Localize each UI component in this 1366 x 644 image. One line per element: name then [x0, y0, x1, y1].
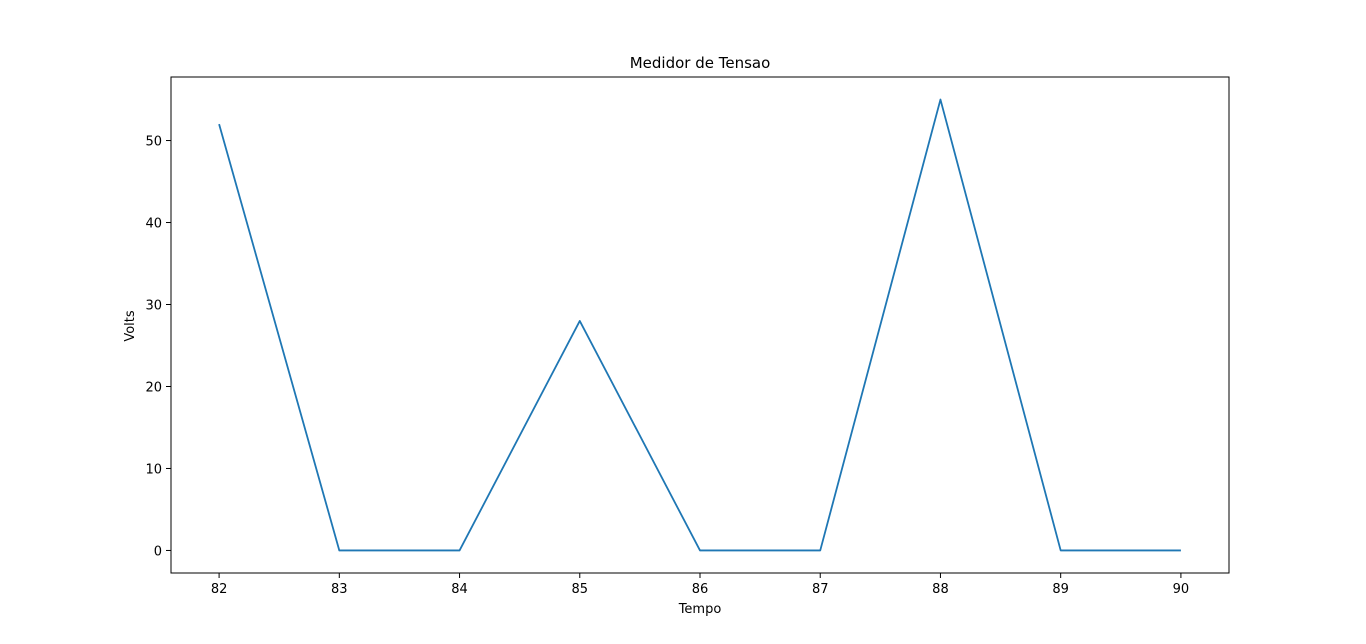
chart-title: Medidor de Tensao: [630, 54, 771, 72]
x-tick-label: 89: [1052, 582, 1069, 597]
x-tick-label: 86: [692, 582, 709, 597]
x-axis-label: Tempo: [678, 602, 722, 617]
y-tick-label: 30: [145, 299, 162, 314]
x-tick-label: 83: [331, 582, 348, 597]
x-tick-label: 87: [812, 582, 829, 597]
x-tick-label: 85: [571, 582, 588, 597]
y-tick-label: 20: [145, 380, 162, 395]
y-tick-label: 10: [145, 462, 162, 477]
y-tick-label: 40: [145, 217, 162, 232]
y-axis-label: Volts: [123, 310, 138, 342]
y-tick-label: 0: [154, 544, 162, 559]
x-tick-label: 88: [932, 582, 949, 597]
x-tick-label: 90: [1173, 582, 1190, 597]
plot-frame: [170, 76, 1230, 574]
series-layer: [218, 98, 1181, 552]
x-tick-label: 84: [451, 582, 468, 597]
ticks-layer: 82 83 84 85 86 87 88 89 90 0 10 20 30 40 50: [145, 135, 1189, 597]
plot-area-background: [171, 77, 1229, 573]
series-line: [218, 98, 1181, 552]
y-tick-label: 50: [145, 135, 162, 150]
x-tick-label: 82: [211, 582, 228, 597]
